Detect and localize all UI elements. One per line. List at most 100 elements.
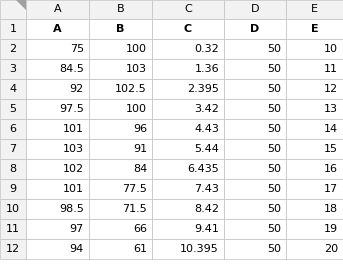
Bar	[26, 179, 89, 199]
Bar	[26, 39, 89, 59]
Text: 7: 7	[10, 144, 16, 154]
Text: 11: 11	[324, 64, 338, 74]
Text: 18: 18	[324, 204, 338, 214]
Bar	[89, 59, 152, 79]
Bar	[0, 99, 26, 119]
Polygon shape	[16, 0, 26, 10]
Bar	[89, 219, 152, 239]
Bar	[26, 79, 89, 99]
Text: 50: 50	[267, 184, 281, 194]
Text: D: D	[250, 24, 260, 34]
Text: 1: 1	[10, 24, 16, 34]
Bar	[89, 179, 152, 199]
Bar	[89, 0, 152, 19]
Bar	[224, 19, 286, 39]
Text: 71.5: 71.5	[122, 204, 147, 214]
Text: 11: 11	[6, 224, 20, 234]
Bar	[26, 219, 89, 239]
Text: 8.42: 8.42	[194, 204, 219, 214]
Bar	[152, 239, 224, 259]
Text: 13: 13	[324, 104, 338, 114]
Bar	[152, 119, 224, 139]
Bar	[89, 159, 152, 179]
Bar	[89, 79, 152, 99]
Text: 66: 66	[133, 224, 147, 234]
Bar	[224, 239, 286, 259]
Bar	[26, 139, 89, 159]
Bar	[26, 99, 89, 119]
Bar	[286, 59, 343, 79]
Bar	[0, 19, 26, 39]
Bar	[224, 139, 286, 159]
Bar	[89, 139, 152, 159]
Text: 103: 103	[63, 144, 84, 154]
Bar	[0, 0, 26, 19]
Bar	[224, 219, 286, 239]
Text: 50: 50	[267, 164, 281, 174]
Bar	[152, 19, 224, 39]
Text: 16: 16	[324, 164, 338, 174]
Text: 50: 50	[267, 204, 281, 214]
Bar	[224, 199, 286, 219]
Bar	[152, 39, 224, 59]
Bar	[224, 119, 286, 139]
Bar	[286, 199, 343, 219]
Bar	[89, 239, 152, 259]
Text: C: C	[184, 4, 192, 15]
Text: 50: 50	[267, 104, 281, 114]
Text: 100: 100	[126, 104, 147, 114]
Bar	[26, 239, 89, 259]
Bar	[286, 19, 343, 39]
Text: 6: 6	[10, 124, 16, 134]
Bar	[152, 179, 224, 199]
Text: 5: 5	[10, 104, 16, 114]
Bar	[89, 119, 152, 139]
Text: 75: 75	[70, 44, 84, 54]
Bar	[224, 79, 286, 99]
Bar	[286, 139, 343, 159]
Text: 94: 94	[70, 244, 84, 254]
Bar	[286, 99, 343, 119]
Text: 92: 92	[70, 84, 84, 94]
Bar	[26, 19, 89, 39]
Text: 103: 103	[126, 64, 147, 74]
Bar	[152, 0, 224, 19]
Text: C: C	[184, 24, 192, 34]
Text: 12: 12	[324, 84, 338, 94]
Text: 50: 50	[267, 84, 281, 94]
Bar	[0, 139, 26, 159]
Text: 50: 50	[267, 244, 281, 254]
Bar	[89, 199, 152, 219]
Text: 0.32: 0.32	[194, 44, 219, 54]
Bar	[26, 59, 89, 79]
Text: 19: 19	[324, 224, 338, 234]
Bar	[26, 199, 89, 219]
Bar	[286, 119, 343, 139]
Text: A: A	[54, 4, 61, 15]
Text: 6.435: 6.435	[187, 164, 219, 174]
Text: 17: 17	[324, 184, 338, 194]
Bar	[152, 139, 224, 159]
Text: 97: 97	[70, 224, 84, 234]
Bar	[286, 79, 343, 99]
Text: 101: 101	[63, 184, 84, 194]
Text: 50: 50	[267, 124, 281, 134]
Bar	[0, 179, 26, 199]
Text: 97.5: 97.5	[59, 104, 84, 114]
Bar	[0, 119, 26, 139]
Text: 5.44: 5.44	[194, 144, 219, 154]
Text: 9.41: 9.41	[194, 224, 219, 234]
Text: 84.5: 84.5	[59, 64, 84, 74]
Text: 50: 50	[267, 144, 281, 154]
Text: 9: 9	[10, 184, 16, 194]
Text: 14: 14	[324, 124, 338, 134]
Bar	[0, 159, 26, 179]
Text: 2.395: 2.395	[187, 84, 219, 94]
Text: 10: 10	[6, 204, 20, 214]
Text: 96: 96	[133, 124, 147, 134]
Text: E: E	[311, 4, 318, 15]
Bar	[26, 119, 89, 139]
Text: 15: 15	[324, 144, 338, 154]
Text: 7.43: 7.43	[194, 184, 219, 194]
Bar	[152, 219, 224, 239]
